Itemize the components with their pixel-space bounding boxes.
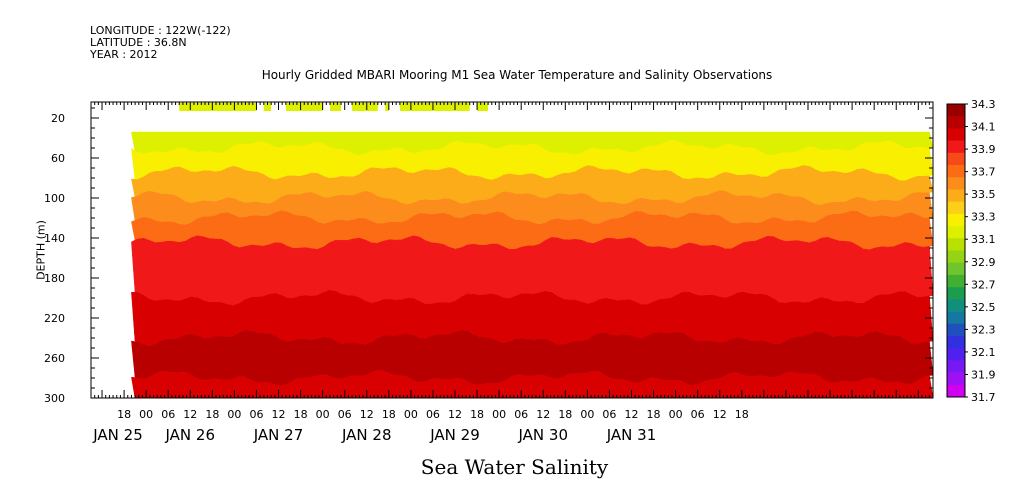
colorbar-swatch <box>947 323 965 337</box>
colorbar-swatch <box>947 165 965 178</box>
x-tick-label: 00 <box>404 408 418 421</box>
colorbar-swatch <box>947 311 965 325</box>
x-tick-label: 18 <box>647 408 661 421</box>
x-tick-label: 06 <box>691 408 705 421</box>
x-tick-label: 12 <box>448 408 462 421</box>
colorbar-swatch <box>947 274 965 288</box>
colorbar-label: 32.7 <box>971 278 996 291</box>
surface-segment <box>385 103 389 111</box>
x-tick-label: 18 <box>205 408 219 421</box>
colorbar-swatch <box>947 287 965 300</box>
x-day-label: JAN 28 <box>341 426 392 444</box>
x-tick-label: 18 <box>558 408 572 421</box>
x-tick-label: 18 <box>470 408 484 421</box>
colorbar-swatch <box>947 128 965 141</box>
colorbar-swatch <box>947 189 965 202</box>
x-tick-label: 06 <box>426 408 440 421</box>
x-day-label: JAN 26 <box>165 426 216 444</box>
x-day-label: JAN 31 <box>606 426 657 444</box>
colorbar-frame <box>946 103 966 398</box>
x-tick-label: 18 <box>382 408 396 421</box>
colorbar-label: 34.3 <box>971 98 996 111</box>
x-tick-label: 06 <box>514 408 528 421</box>
x-tick-label: 06 <box>338 408 352 421</box>
x-day-label: JAN 25 <box>92 426 143 444</box>
y-tick-label: 60 <box>51 152 65 165</box>
x-tick-label: 06 <box>602 408 616 421</box>
colorbar-swatch <box>947 226 965 239</box>
colorbar-label: 33.3 <box>971 211 996 224</box>
x-tick-label: 12 <box>360 408 374 421</box>
surface-segment <box>477 103 489 111</box>
x-tick-label: 12 <box>713 408 727 421</box>
y-tick-label: 140 <box>44 232 65 245</box>
x-axis-label: Sea Water Salinity <box>420 455 609 479</box>
colorbar-swatch <box>947 360 965 373</box>
plot-frame <box>90 101 934 399</box>
x-day-label: JAN 29 <box>429 426 480 444</box>
x-tick-label: 00 <box>139 408 153 421</box>
colorbar-swatch <box>947 262 965 276</box>
chart-title: Hourly Gridded MBARI Mooring M1 Sea Wate… <box>261 68 773 82</box>
longitude-label: LONGITUDE : 122W(-122) <box>90 24 231 37</box>
colorbar-swatch <box>947 140 965 154</box>
x-tick-label: 00 <box>227 408 241 421</box>
surface-segment <box>285 103 323 111</box>
x-tick-label: 12 <box>624 408 638 421</box>
surface-segment <box>263 103 272 111</box>
colorbar-swatch <box>947 152 965 166</box>
colorbar-label: 33.9 <box>971 143 996 156</box>
colorbar-swatch <box>947 250 965 264</box>
y-tick-label: 260 <box>44 352 65 365</box>
colorbar-swatch <box>947 104 965 117</box>
colorbar-swatch <box>947 348 965 361</box>
year-label: YEAR : 2012 <box>90 48 158 61</box>
x-tick-label: 00 <box>580 408 594 421</box>
x-tick-label: 06 <box>249 408 263 421</box>
x-tick-label: 12 <box>536 408 550 421</box>
surface-segment <box>329 103 342 111</box>
colorbar-label: 33.1 <box>971 233 996 246</box>
x-day-label: JAN 30 <box>518 426 569 444</box>
x-tick-label: 18 <box>294 408 308 421</box>
colorbar-label: 32.3 <box>971 323 996 336</box>
y-tick-label: 100 <box>44 192 65 205</box>
colorbar-label: 31.7 <box>971 391 996 404</box>
surface-segment <box>399 103 470 111</box>
y-tick-label: 220 <box>44 312 65 325</box>
y-tick-label: 180 <box>44 272 65 285</box>
colorbar-label: 32.1 <box>971 346 996 359</box>
x-tick-label: 18 <box>117 408 131 421</box>
latitude-label: LATITUDE : 36.8N <box>90 36 187 49</box>
x-tick-label: 18 <box>735 408 749 421</box>
colorbar-swatch <box>947 238 965 251</box>
colorbar-swatch <box>947 116 965 129</box>
colorbar-label: 33.7 <box>971 166 996 179</box>
x-tick-label: 00 <box>316 408 330 421</box>
colorbar-swatch <box>947 335 965 349</box>
x-tick-label: 12 <box>183 408 197 421</box>
colorbar-swatch <box>947 177 965 190</box>
colorbar-swatch <box>947 213 965 227</box>
x-day-label: JAN 27 <box>253 426 304 444</box>
x-tick-label: 00 <box>492 408 506 421</box>
colorbar-swatch <box>947 201 965 215</box>
colorbar-label: 34.1 <box>971 121 996 134</box>
x-tick-label: 06 <box>161 408 175 421</box>
colorbar-label: 31.9 <box>971 368 996 381</box>
colorbar-swatch <box>947 384 965 398</box>
colorbar-label: 32.5 <box>971 301 996 314</box>
x-tick-label: 12 <box>272 408 286 421</box>
y-tick-label: 300 <box>44 392 65 405</box>
colorbar-swatch <box>947 372 965 386</box>
colorbar-label: 33.5 <box>971 188 996 201</box>
y-tick-label: 20 <box>51 112 65 125</box>
surface-segment <box>179 103 257 111</box>
colorbar-label: 32.9 <box>971 256 996 269</box>
surface-segment <box>352 103 378 111</box>
colorbar-swatch <box>947 299 965 312</box>
x-tick-label: 00 <box>669 408 683 421</box>
